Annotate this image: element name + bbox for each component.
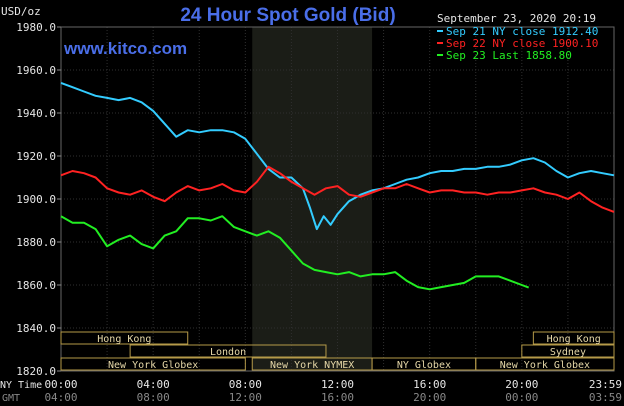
y-tick-label: 1940.0 [16,107,56,120]
gmt-tick: 20:00 [413,391,446,404]
market-box [60,331,189,345]
market-box [521,344,615,358]
gmt-tick: 08:00 [137,391,170,404]
ny-time-label: NY Time [0,380,42,391]
gmt-tick: 12:00 [229,391,262,404]
market-box [60,357,246,371]
y-tick-label: 1880.0 [16,236,56,249]
market-label: New York NYMEX [270,360,354,371]
market-label: New York Globex [500,360,590,371]
ny-time-tick: 23:59 [589,378,622,391]
y-tick-label: 1980.0 [16,21,56,34]
y-tick-label: 1820.0 [16,365,56,378]
gmt-tick: 04:00 [44,391,77,404]
market-sessions: Hong Kong Hong Kong London Sydney New York G… [60,331,615,371]
legend-entry: Sep 23 Last 1858.80 [446,49,572,62]
market-label: New York Globex [108,360,198,371]
market-label: London [210,347,246,358]
series-line-1 [60,81,615,231]
market-box [129,344,327,358]
market-label: Hong Kong [97,334,151,345]
y-tick-label: 1860.0 [16,279,56,292]
watermark-link[interactable]: www.kitco.com [63,39,187,58]
legend-entry: Sep 22 NY close 1900.10 [446,37,598,50]
series-lines [60,81,615,291]
series-line-2 [60,165,615,213]
market-label: Sydney [550,347,586,358]
y-axis-unit: USD/oz [1,5,41,18]
market-label: NY Globex [397,360,451,371]
ny-time-tick: 00:00 [44,378,77,391]
market-label: Hong Kong [547,334,601,345]
y-tick-label: 1840.0 [16,322,56,335]
legend-entry: Sep 21 NY close 1912.40 [446,25,598,38]
market-box [532,331,615,345]
chart-title: 24 Hour Spot Gold (Bid) [180,5,395,26]
series-line-3 [60,215,530,291]
gmt-label: GMT [2,393,20,404]
market-box [475,357,615,371]
ny-time-tick: 12:00 [321,378,354,391]
ny-time-tick: 08:00 [229,378,262,391]
y-tick-label: 1960.0 [16,64,56,77]
plot-frame [57,26,615,372]
gmt-tick: 16:00 [321,391,354,404]
y-tick-labels: 1820.0 1840.0 1860.0 1880.0 1900.0 1920.0 1940… [16,21,56,378]
ny-time-tick: 16:00 [413,378,446,391]
timestamp: September 23, 2020 20:19 [437,12,596,25]
ny-time-tick: 20:00 [505,378,538,391]
ny-time-tick: 04:00 [137,378,170,391]
y-tick-label: 1920.0 [16,150,56,163]
gmt-tick: 03:59 [589,391,622,404]
y-tick-label: 1900.0 [16,193,56,206]
gmt-tick: 00:00 [505,391,538,404]
x-tick-labels: 00:0004:0004:0008:0008:0012:0012:0016:00… [44,378,622,404]
